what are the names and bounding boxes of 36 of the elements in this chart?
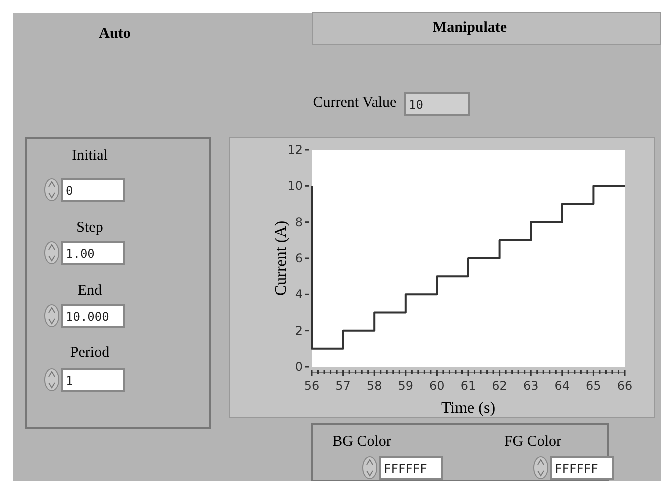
text: Current Value [313, 95, 398, 111]
text: FG Color [504, 434, 562, 450]
text: Period [70, 345, 110, 361]
text: Step [76, 220, 104, 236]
y-tick-label: 6 [295, 252, 303, 266]
y-tick-label: 8 [295, 215, 303, 230]
text: Initial [72, 148, 108, 164]
x-tick-label: 66 [617, 379, 633, 393]
x-tick-label: 57 [336, 379, 351, 393]
text: End [78, 283, 103, 299]
x-tick-label: 58 [366, 379, 382, 393]
y-tick-label: 0 [295, 360, 303, 374]
y-tick-label: 12 [288, 143, 303, 157]
x-tick-label: 65 [586, 379, 602, 393]
text: BG Color [332, 434, 392, 450]
y-tick-label: 4 [295, 288, 303, 302]
x-tick-label: 59 [398, 379, 414, 393]
text: 10 [409, 98, 424, 112]
text: 1 [66, 374, 74, 388]
x-tick-label: 63 [523, 379, 539, 393]
text: 10.000 [66, 310, 110, 324]
y-tick-label: 10 [288, 179, 303, 194]
text: FFFFFF [384, 462, 428, 476]
text: Auto [99, 26, 131, 42]
x-tick-label: 56 [304, 379, 320, 393]
x-tick-label: 62 [492, 379, 508, 393]
y-tick-label: 2 [295, 324, 303, 338]
text: Manipulate [432, 20, 508, 36]
x-axis-title: Time (s) [441, 400, 496, 417]
y-axis-title: Current (A) [273, 220, 290, 296]
text: 1.00 [66, 247, 95, 261]
x-tick-label: 61 [460, 379, 476, 393]
x-tick-label: 64 [554, 379, 570, 393]
x-tick-label: 60 [430, 379, 445, 393]
text: FFFFFF [555, 462, 598, 476]
text: 0 [66, 184, 74, 198]
